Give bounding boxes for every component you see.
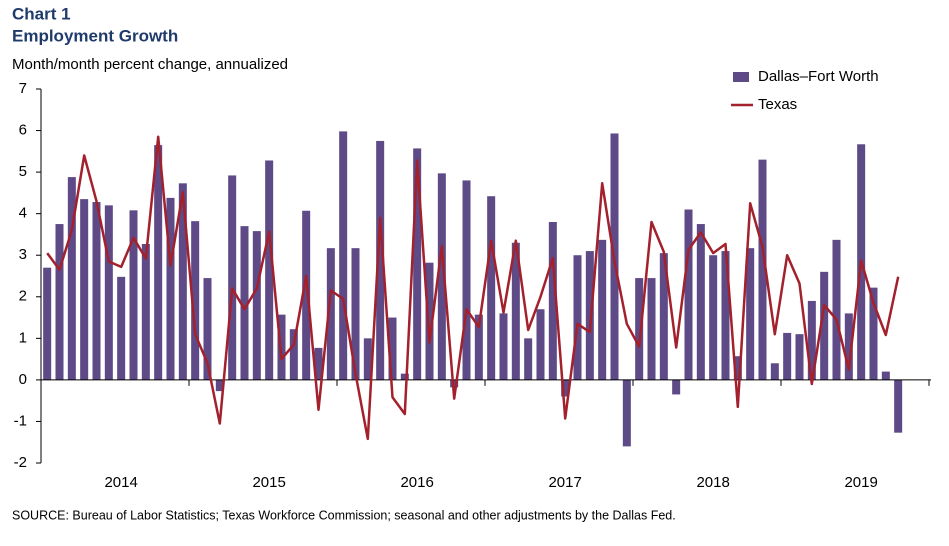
bar [302,210,311,380]
chart-subtitle: Employment Growth [12,26,178,45]
y-tick-label: 5 [19,163,27,180]
bar [795,334,804,380]
bar [561,379,570,397]
bar [104,205,113,380]
legend-label: Dallas–Fort Worth [758,68,879,85]
y-tick-label: 7 [19,80,27,97]
bar [265,160,274,380]
bar [721,251,730,380]
bar [191,221,200,380]
bar [425,262,434,380]
bar [228,175,237,380]
bar [684,209,693,380]
bar [573,255,582,380]
bar [783,332,792,380]
x-tick-label: 2018 [696,474,729,491]
bar [203,278,212,380]
bar [474,314,483,380]
bar [524,338,533,380]
bar [129,210,138,380]
bar [437,173,446,380]
bar [351,248,360,380]
x-tick-label: 2016 [400,474,433,491]
bar [117,276,126,380]
bar [80,199,89,380]
y-tick-label: 1 [19,329,27,346]
bar [622,379,631,447]
bar [696,224,705,380]
bar [647,278,656,380]
y-tick-label: 2 [19,288,27,305]
bar [67,177,76,380]
bar [376,140,385,380]
bar [807,300,816,380]
bar [154,145,163,380]
bar [770,363,779,380]
bar [820,271,829,380]
bar [339,131,348,380]
bar [598,239,607,380]
bar [499,313,508,380]
bar [141,244,150,380]
bar [166,197,175,380]
y-tick-label: 4 [19,205,27,222]
bar [326,248,335,380]
bar [92,202,101,380]
x-tick-label: 2015 [252,474,285,491]
bar [43,267,52,380]
bar [536,309,545,380]
bar [252,231,261,380]
x-tick-label: 2019 [844,474,877,491]
bar [709,255,718,380]
bar [733,356,742,380]
bar [672,379,681,395]
bar [55,224,64,380]
bar [758,159,767,380]
legend-label: Texas [758,96,797,113]
bar [413,148,422,380]
bar [289,329,298,380]
bar [881,371,890,380]
legend-swatch [733,72,749,82]
bar [314,347,323,380]
y-axis-label: Month/month percent change, annualized [12,56,288,73]
x-tick-label: 2014 [104,474,137,491]
bar [178,183,187,380]
bar [869,287,878,380]
bar [511,242,520,380]
y-tick-label: 6 [19,122,27,139]
bar [400,373,409,380]
chart-title: Chart 1 [12,4,71,23]
bar [240,226,249,380]
y-tick-label: 3 [19,246,27,263]
y-tick-label: -2 [14,454,27,471]
bar [844,313,853,380]
x-tick-label: 2017 [548,474,581,491]
y-tick-label: 0 [19,371,27,388]
bar [462,180,471,380]
source: SOURCE: Bureau of Labor Statistics; Texa… [12,508,676,522]
line [46,135,900,441]
bar [635,278,644,380]
y-tick-label: -1 [14,412,27,429]
bar [363,338,372,380]
bar [894,379,903,433]
bar [548,221,557,380]
bar [585,251,594,380]
bar [832,239,841,380]
bar [659,253,668,380]
bar [388,317,397,380]
bar [215,379,224,392]
bar [746,248,755,380]
bar [487,196,496,380]
